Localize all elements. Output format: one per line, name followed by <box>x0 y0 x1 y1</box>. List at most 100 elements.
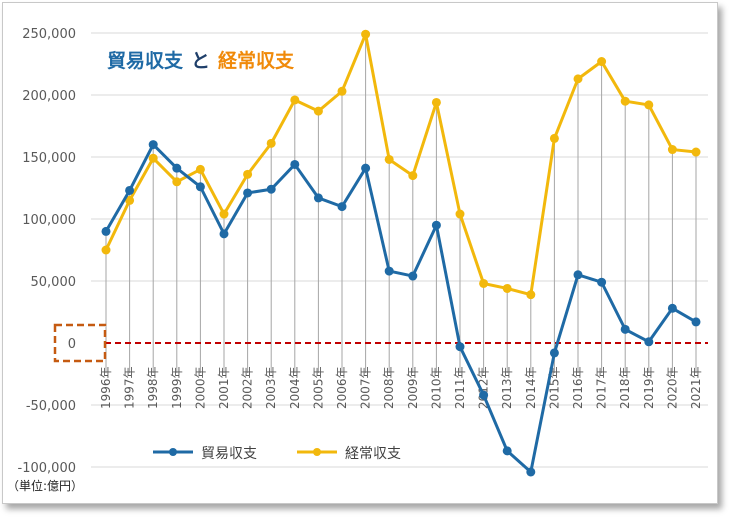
x-tick-label: 2010年 <box>429 366 443 409</box>
x-tick-label: 2013年 <box>500 366 514 409</box>
data-point <box>573 74 583 84</box>
zero-highlight-box <box>53 323 107 363</box>
data-point <box>667 145 677 155</box>
x-tick-label: 2003年 <box>264 366 278 409</box>
x-tick-label: 2009年 <box>406 366 420 409</box>
series-trade-balance <box>101 140 701 477</box>
x-tick-label: 2000年 <box>193 366 207 409</box>
data-point <box>148 153 158 163</box>
series-line <box>104 143 697 474</box>
data-point <box>549 133 559 143</box>
series-line <box>104 32 697 297</box>
data-point <box>219 209 229 219</box>
x-axis-categories: 1996年 1997年 1998年 1999年 2000年 2001年 2002年 2003年… <box>99 366 703 409</box>
data-point <box>195 164 205 174</box>
y-axis-ticks: 250,000 200,000 150,000 100,000 50,000 0 -50,0… <box>18 27 76 476</box>
x-tick-label: 2004年 <box>288 366 302 409</box>
data-point <box>243 188 253 198</box>
y-tick-label: 150,000 <box>22 151 76 166</box>
x-tick-label: 2019年 <box>642 366 656 409</box>
legend-current-label: 経常収支 <box>345 446 401 462</box>
chart-title: 貿易収支と経常収支 <box>107 49 295 72</box>
data-point <box>148 140 158 150</box>
x-tick-label: 2021年 <box>689 366 703 409</box>
title-trade-balance: 貿易収支 <box>107 49 184 72</box>
data-point <box>266 138 276 148</box>
data-point <box>431 220 441 230</box>
data-point <box>455 342 465 352</box>
data-point <box>597 277 607 287</box>
series-lines <box>101 29 701 477</box>
data-point <box>361 163 371 173</box>
chart-frame: 250,000 200,000 150,000 100,000 50,000 0 -50,0… <box>2 2 718 504</box>
data-point <box>172 177 182 187</box>
gridlines <box>91 32 708 468</box>
data-point <box>219 229 229 239</box>
data-point <box>101 226 111 236</box>
series-current-account <box>101 29 701 300</box>
data-point <box>620 324 630 334</box>
legend-trade-marker <box>169 448 177 456</box>
y-tick-label: 0 <box>68 337 76 352</box>
data-point <box>479 390 489 400</box>
data-point <box>408 171 418 181</box>
legend: 貿易収支 経常収支 <box>153 446 401 462</box>
x-tick-label: 2006年 <box>335 366 349 409</box>
x-tick-label: 1996年 <box>99 366 113 409</box>
x-tick-label: 2002年 <box>241 366 255 409</box>
y-tick-label: -100,000 <box>18 461 76 476</box>
data-point <box>620 96 630 106</box>
data-point <box>526 467 536 477</box>
data-point <box>290 95 300 105</box>
x-tick-label: 2018年 <box>618 366 632 409</box>
data-point <box>479 278 489 288</box>
data-point <box>526 290 536 300</box>
data-point <box>573 270 583 280</box>
legend-current-marker <box>313 448 321 456</box>
data-point <box>361 29 371 39</box>
y-tick-label: 250,000 <box>22 27 76 42</box>
x-tick-label: 2014年 <box>524 366 538 409</box>
title-current-account: 経常収支 <box>218 49 295 72</box>
data-point <box>431 97 441 107</box>
x-tick-label: 1997年 <box>123 366 137 409</box>
data-point <box>125 185 135 195</box>
data-point <box>691 317 701 327</box>
data-point <box>337 86 347 96</box>
data-point <box>455 209 465 219</box>
x-tick-label: 1999年 <box>170 366 184 409</box>
data-point <box>195 182 205 192</box>
x-tick-label: 2016年 <box>571 366 585 409</box>
title-and: と <box>191 50 210 72</box>
y-tick-label: 50,000 <box>31 275 77 290</box>
data-point <box>667 303 677 313</box>
data-point <box>266 184 276 194</box>
y-tick-label: 200,000 <box>22 89 76 104</box>
data-point <box>243 169 253 179</box>
data-point <box>691 147 701 157</box>
y-tick-label: 100,000 <box>22 213 76 228</box>
x-tick-label: 2017年 <box>595 366 609 409</box>
data-point <box>125 195 135 205</box>
y-tick-label: -50,000 <box>26 399 76 414</box>
line-chart: 250,000 200,000 150,000 100,000 50,000 0 -50,0… <box>7 27 708 493</box>
drop-lines <box>105 34 697 373</box>
data-point <box>313 193 323 203</box>
data-point <box>597 57 607 67</box>
data-point <box>502 283 512 293</box>
data-point <box>644 337 654 347</box>
x-tick-label: 2005年 <box>311 366 325 409</box>
x-tick-label: 2012年 <box>477 366 491 409</box>
data-point <box>384 266 394 276</box>
legend-trade-label: 貿易収支 <box>201 446 257 462</box>
data-point <box>502 446 512 456</box>
data-point <box>384 154 394 164</box>
x-tick-label: 2020年 <box>665 366 679 409</box>
data-point <box>337 202 347 212</box>
unit-label: （単位:億円） <box>7 478 83 493</box>
data-point <box>290 159 300 169</box>
x-tick-label: 2008年 <box>382 366 396 409</box>
x-tick-label: 2011年 <box>453 366 467 409</box>
x-tick-label: 1998年 <box>146 366 160 409</box>
x-tick-label: 2007年 <box>359 366 373 409</box>
